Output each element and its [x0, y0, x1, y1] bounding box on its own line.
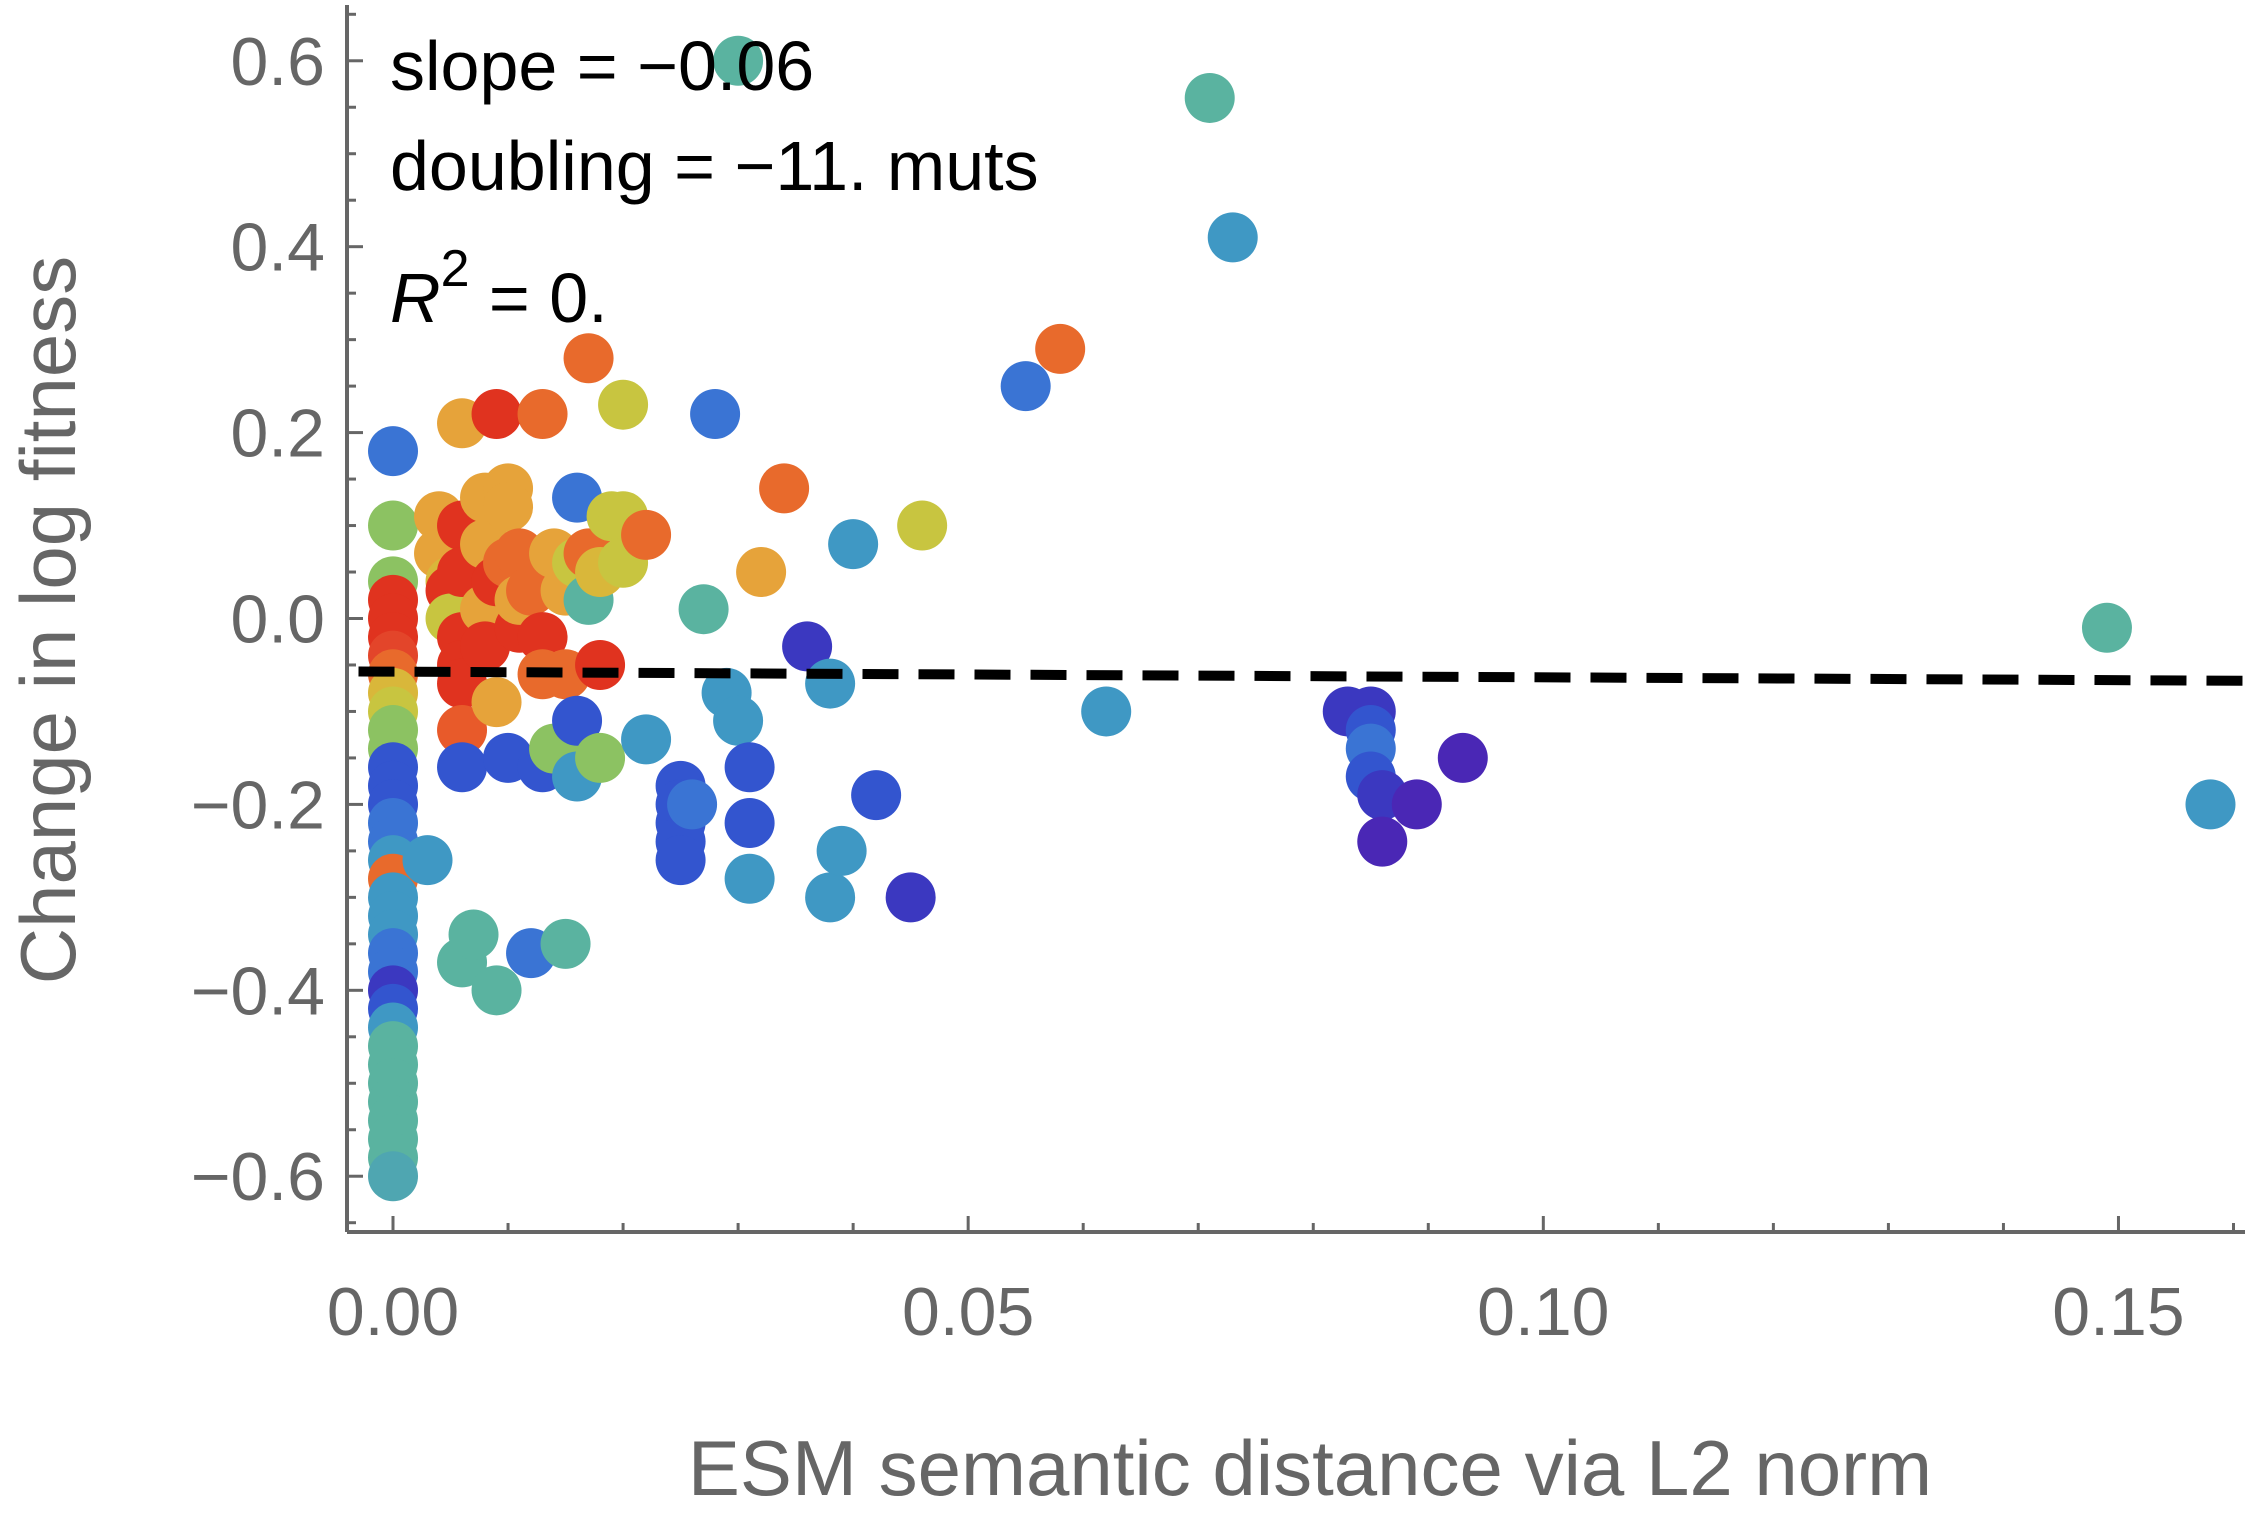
data-point	[678, 584, 729, 635]
data-point	[1207, 212, 1258, 263]
data-point	[621, 509, 672, 560]
axes: −0.6 −0.4 −0.2 0.0 0.2 0.4 0.6 0.00 0.05 0.10 0.15	[191, 5, 2245, 1350]
annotation-doubling: doubling = −11. muts	[390, 127, 1039, 205]
annotation-r2-exponent: 2	[441, 240, 470, 298]
annotation-slope: slope = −0.06	[390, 27, 814, 105]
data-point	[402, 835, 453, 886]
y-tick-label: −0.6	[191, 1139, 325, 1215]
data-point	[368, 426, 419, 477]
data-point	[506, 565, 557, 616]
data-point	[736, 547, 787, 598]
data-point	[483, 481, 534, 532]
data-point	[713, 695, 764, 746]
data-point	[1184, 72, 1235, 123]
x-tick-label: 0.10	[1477, 1274, 1609, 1350]
x-tick-label: 0.05	[902, 1274, 1034, 1350]
annotation-r2: R2 = 0.	[390, 240, 608, 337]
fit-line	[358, 666, 2246, 686]
x-tick-label: 0.00	[327, 1274, 459, 1350]
data-point	[598, 379, 649, 430]
data-point	[1391, 779, 1442, 830]
data-point	[1081, 686, 1132, 737]
data-point	[471, 965, 522, 1016]
data-point	[437, 705, 488, 756]
data-point	[724, 853, 775, 904]
data-point	[782, 621, 833, 672]
data-point	[885, 872, 936, 923]
data-point	[828, 519, 879, 570]
y-tick-label: 0.0	[230, 582, 325, 658]
data-point	[2081, 602, 2132, 653]
annotation-r2-symbol: R	[390, 259, 441, 337]
data-point	[575, 732, 626, 783]
data-point	[437, 742, 488, 793]
y-tick-label: 0.6	[230, 24, 325, 100]
data-point	[575, 639, 626, 690]
data-point	[1437, 732, 1488, 783]
data-point	[724, 742, 775, 793]
data-point	[517, 389, 568, 439]
data-point	[471, 677, 522, 728]
x-tick-label: 0.15	[2052, 1274, 2184, 1350]
data-point	[368, 1151, 419, 1202]
data-point	[517, 612, 568, 663]
data-point	[563, 333, 614, 384]
data-point	[621, 714, 672, 765]
data-point	[540, 918, 591, 969]
annotation-r2-value: = 0.	[469, 259, 607, 337]
data-point	[897, 500, 948, 551]
data-point	[655, 835, 706, 886]
data-point	[851, 770, 902, 821]
y-tick-label: 0.2	[230, 396, 325, 472]
data-point	[805, 872, 856, 923]
data-point	[1000, 361, 1051, 412]
data-point	[2185, 779, 2236, 830]
x-axis-title: ESM semantic distance via L2 norm	[688, 1424, 1932, 1512]
data-point	[759, 463, 810, 514]
y-tick-label: 0.4	[230, 210, 325, 286]
data-point	[471, 389, 522, 439]
data-points	[368, 35, 2236, 1202]
data-point	[368, 500, 419, 551]
data-point	[713, 35, 764, 86]
data-point	[448, 909, 499, 960]
y-tick-label: −0.4	[191, 953, 325, 1029]
data-point	[667, 779, 718, 830]
annotation-block: slope = −0.06 doubling = −11. muts R2 = …	[390, 27, 1039, 337]
data-point	[1035, 323, 1086, 374]
data-point	[805, 658, 856, 709]
data-point	[690, 389, 741, 439]
y-axis-title: Change in log fitness	[4, 256, 92, 984]
y-tick-label: −0.2	[191, 767, 325, 843]
data-point	[816, 825, 867, 876]
data-point	[1357, 816, 1408, 867]
data-point	[552, 695, 603, 746]
data-point	[724, 798, 775, 848]
